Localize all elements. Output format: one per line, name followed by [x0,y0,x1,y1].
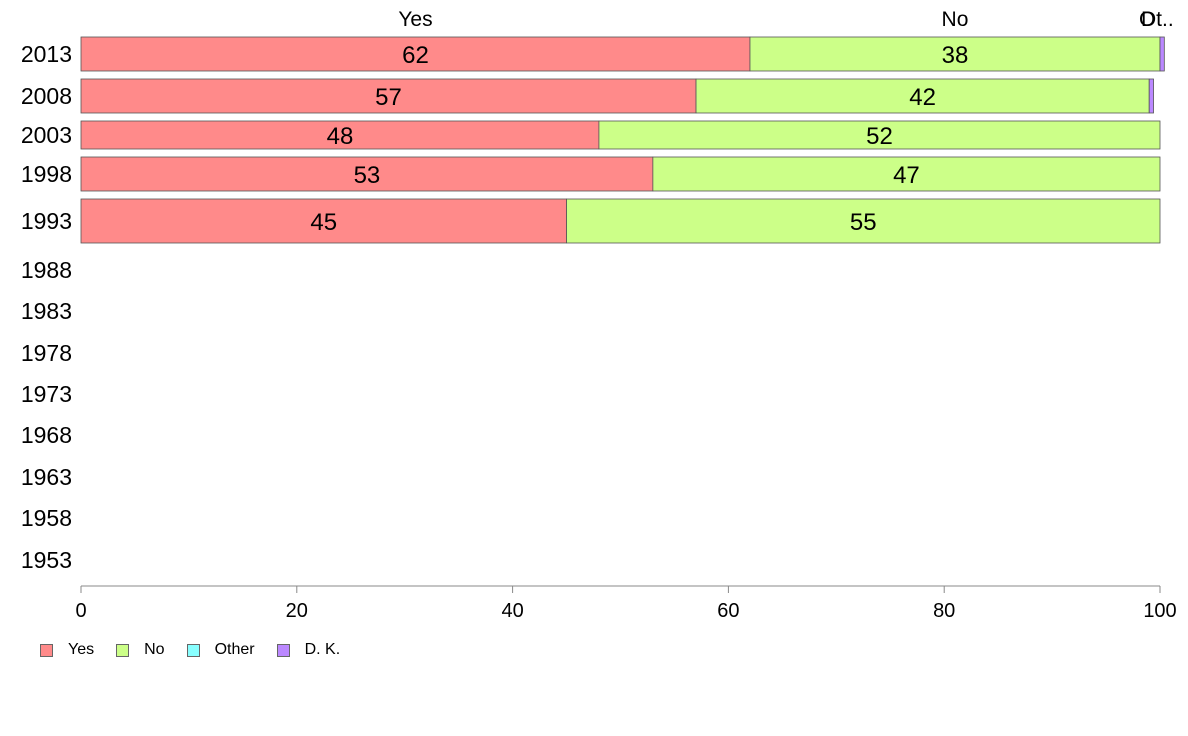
data-label-yes-2003: 48 [327,123,354,150]
legend-item-yes: Yes [40,641,94,659]
bar-dk-2008 [1148,78,1154,114]
bar-yes-1993 [80,198,567,244]
x-tick-label-0: 0 [75,600,86,622]
legend-item-no: No [116,641,165,659]
legend-swatch-no [116,643,130,657]
data-label-no-2003: 52 [866,123,893,150]
bar-no-1998 [652,156,1161,192]
y-tick-label-1983: 1983 [21,298,72,324]
column-header-1: No [942,8,969,31]
data-label-yes-2013: 62 [402,42,429,69]
legend-item-dk: D. K. [276,641,341,659]
y-tick-label-1998: 1998 [21,161,72,187]
y-tick-label-1988: 1988 [21,257,72,283]
y-tick-label-1963: 1963 [21,464,72,490]
y-tick-label-1953: 1953 [21,547,72,573]
y-tick-label-1968: 1968 [21,422,72,448]
bar-dk-2013 [1159,36,1165,72]
y-tick-label-1973: 1973 [21,381,72,407]
data-label-yes-1993: 45 [310,209,337,236]
data-label-yes-2008: 57 [375,84,402,111]
column-header-2: O [1139,8,1155,31]
data-label-no-2008: 42 [909,84,936,111]
bar-yes-2013 [80,36,751,72]
legend: Yes No Other D. K. [40,640,362,660]
y-tick-label-2013: 2013 [21,41,72,67]
legend-label-yes: Yes [68,641,95,658]
x-tick-label-40: 40 [501,600,523,622]
bar-no-1993 [566,198,1161,244]
legend-swatch-other [186,643,200,657]
data-label-yes-1998: 53 [354,162,381,189]
x-tick-label-100: 100 [1143,600,1176,622]
data-label-no-1998: 47 [893,162,920,189]
x-tick-label-80: 80 [933,600,955,622]
legend-swatch-yes [40,643,53,657]
bar-yes-2008 [80,78,697,114]
bar-no-2003 [598,120,1161,150]
data-label-no-1993: 55 [850,209,877,236]
y-tick-label-2008: 2008 [21,83,72,109]
bar-yes-2003 [80,120,600,150]
legend-swatch-dk [276,643,290,657]
y-tick-label-2003: 2003 [21,122,72,148]
data-label-no-2013: 38 [942,42,969,69]
bar-no-2008 [695,78,1150,114]
x-tick-label-60: 60 [717,600,739,622]
y-tick-label-1993: 1993 [21,208,72,234]
legend-label-dk: D. K. [304,641,341,658]
x-tick-label-20: 20 [286,600,308,622]
legend-label-other: Other [214,641,255,658]
column-header-3: Dt.. [1141,8,1174,31]
legend-item-other: Other [186,641,255,659]
y-tick-label-1978: 1978 [21,340,72,366]
y-tick-label-1958: 1958 [21,505,72,531]
legend-label-no: No [144,641,165,658]
column-header-0: Yes [398,8,432,31]
bar-yes-1998 [80,156,654,192]
bar-no-2013 [749,36,1161,72]
